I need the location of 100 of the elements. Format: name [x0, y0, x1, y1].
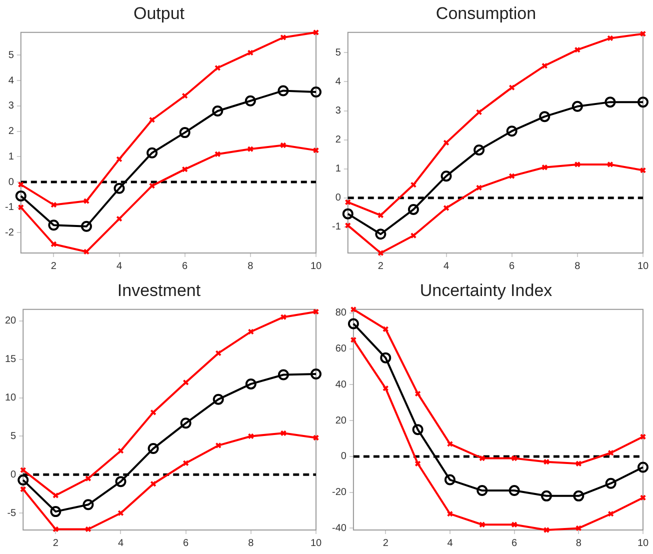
point: [80, 220, 92, 232]
point: [116, 216, 122, 222]
y-tick-label: 5: [8, 50, 14, 61]
chart-title: Uncertainty Index: [420, 280, 553, 300]
point: [508, 84, 515, 91]
point: [310, 86, 322, 98]
point: [82, 499, 94, 510]
point: [511, 522, 518, 528]
y-tick-label: 20: [335, 415, 347, 426]
point: [446, 510, 454, 517]
point: [50, 506, 62, 518]
point: [479, 455, 486, 462]
point: [50, 241, 57, 248]
y-tick-label: 2: [335, 134, 342, 146]
point: [146, 147, 158, 158]
point: [539, 111, 550, 122]
point: [572, 100, 583, 112]
point: [607, 35, 614, 42]
point: [248, 433, 254, 440]
y-tick-label: -40: [332, 522, 347, 534]
point: [444, 474, 456, 486]
point: [215, 350, 222, 356]
point: [15, 190, 26, 202]
point: [543, 526, 550, 534]
point: [607, 161, 614, 168]
point: [52, 526, 59, 532]
x-tick-label: 10: [310, 260, 322, 272]
point: [148, 443, 159, 454]
point: [382, 326, 389, 332]
x-tick-label: 10: [310, 538, 322, 549]
point: [604, 96, 616, 108]
point: [378, 250, 384, 256]
y-tick-label: -20: [332, 487, 347, 498]
point: [348, 318, 359, 330]
point: [182, 92, 188, 99]
point: [83, 248, 90, 255]
point: [280, 34, 286, 41]
point: [378, 212, 384, 218]
y-tick-label: 3: [335, 106, 342, 117]
point: [608, 510, 614, 517]
point: [114, 182, 125, 194]
point: [18, 474, 29, 486]
point: [511, 455, 518, 462]
point: [576, 525, 582, 532]
point: [410, 232, 417, 239]
x-tick-label: 8: [576, 538, 582, 549]
x-tick-label: 8: [248, 538, 254, 549]
point: [605, 478, 616, 489]
point: [574, 161, 581, 168]
point: [247, 50, 254, 56]
point: [508, 485, 520, 496]
y-tick-label: 2: [8, 126, 14, 138]
point: [280, 430, 287, 436]
point: [280, 314, 287, 320]
point: [182, 460, 189, 466]
point: [118, 448, 124, 454]
x-tick-label: 10: [637, 538, 649, 549]
point: [280, 142, 286, 148]
point: [380, 352, 392, 364]
point: [540, 490, 552, 502]
point: [542, 62, 548, 69]
chart-title: Output: [133, 4, 185, 23]
x-tick-label: 2: [378, 260, 384, 272]
point: [573, 490, 584, 502]
point: [179, 127, 190, 138]
x-tick-label: 2: [382, 538, 389, 549]
point: [310, 368, 322, 380]
y-tick-label: 15: [5, 354, 17, 366]
point: [244, 95, 256, 106]
y-tick-label: -1: [4, 202, 14, 214]
y-tick-label: 3: [8, 100, 14, 112]
x-tick-label: 8: [248, 260, 254, 272]
chart-title: Investment: [117, 280, 201, 300]
point: [150, 409, 156, 416]
x-tick-label: 6: [509, 260, 516, 272]
y-tick-label: 4: [8, 75, 14, 86]
point: [50, 202, 57, 208]
point: [576, 460, 582, 467]
point: [479, 522, 486, 528]
y-tick-label: 0: [335, 192, 342, 204]
point: [278, 369, 289, 380]
point: [414, 460, 421, 467]
point: [443, 204, 450, 212]
x-tick-label: 6: [182, 260, 188, 272]
point: [214, 64, 221, 72]
point: [115, 476, 126, 488]
point: [247, 146, 254, 152]
y-tick-label: 0: [340, 451, 347, 462]
point: [215, 442, 222, 449]
point: [182, 379, 189, 386]
y-tick-label: 4: [335, 76, 342, 88]
point: [375, 228, 386, 240]
point: [476, 184, 482, 191]
point: [148, 182, 156, 189]
chart-title: Consumption: [436, 4, 536, 23]
y-tick-label: 5: [10, 430, 17, 442]
y-tick-label: 1: [335, 164, 342, 175]
point: [116, 156, 122, 162]
point: [85, 526, 92, 532]
point: [85, 475, 92, 482]
